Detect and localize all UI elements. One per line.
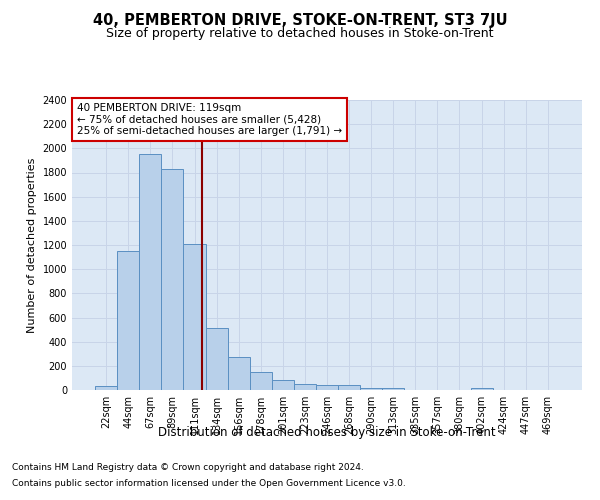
Bar [272,380,294,390]
Text: Contains public sector information licensed under the Open Government Licence v3: Contains public sector information licen… [12,478,406,488]
Bar [338,385,360,390]
Bar [184,244,206,390]
Text: Contains HM Land Registry data © Crown copyright and database right 2024.: Contains HM Land Registry data © Crown c… [12,464,364,472]
Text: Distribution of detached houses by size in Stoke-on-Trent: Distribution of detached houses by size … [158,426,496,439]
Y-axis label: Number of detached properties: Number of detached properties [27,158,37,332]
Bar [117,251,139,390]
Bar [206,328,227,390]
Bar [294,384,316,390]
Bar [470,388,493,390]
Bar [139,154,161,390]
Text: Size of property relative to detached houses in Stoke-on-Trent: Size of property relative to detached ho… [106,28,494,40]
Text: 40, PEMBERTON DRIVE, STOKE-ON-TRENT, ST3 7JU: 40, PEMBERTON DRIVE, STOKE-ON-TRENT, ST3… [92,12,508,28]
Bar [95,386,117,390]
Bar [250,372,272,390]
Bar [360,388,382,390]
Text: 40 PEMBERTON DRIVE: 119sqm
← 75% of detached houses are smaller (5,428)
25% of s: 40 PEMBERTON DRIVE: 119sqm ← 75% of deta… [77,103,342,136]
Bar [316,384,338,390]
Bar [227,358,250,390]
Bar [161,169,184,390]
Bar [382,388,404,390]
